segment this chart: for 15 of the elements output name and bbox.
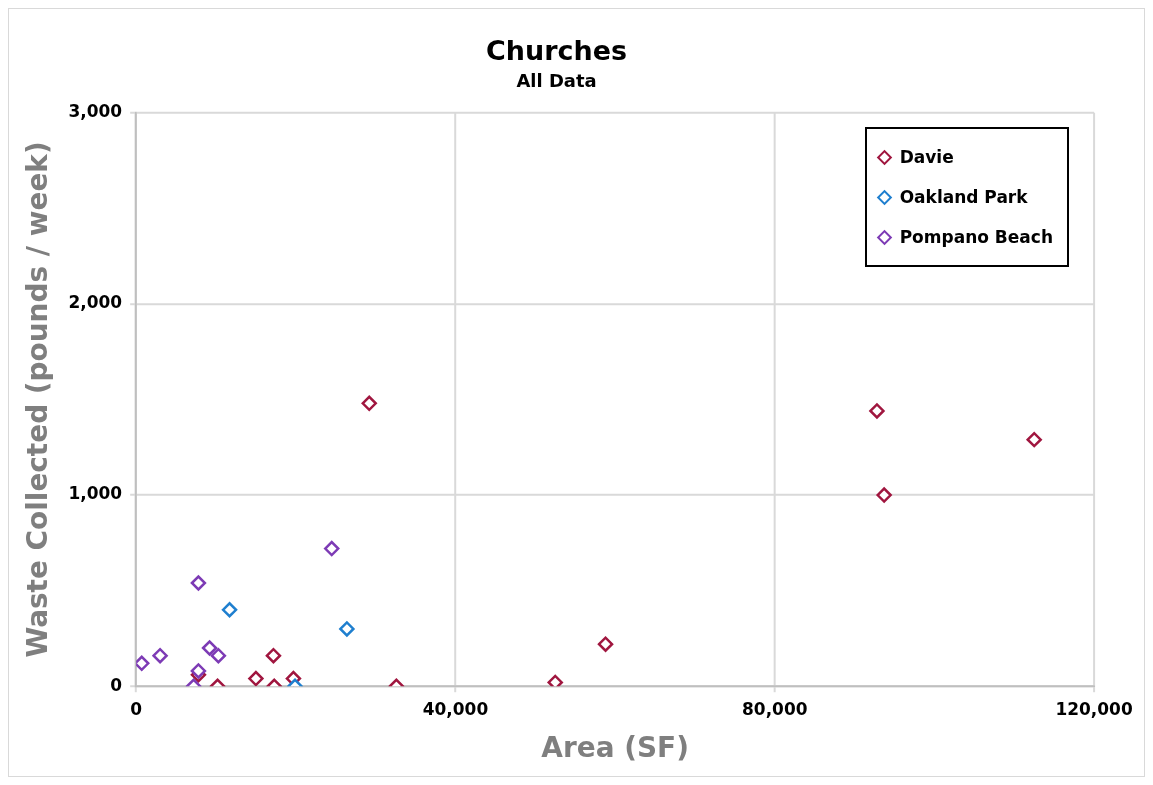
legend-label: Oakland Park <box>899 187 1028 207</box>
legend-label: Pompano Beach <box>899 227 1053 247</box>
y-tick-label: 0 <box>110 674 123 695</box>
chart-subtitle: All Data <box>516 69 597 91</box>
chart-title: Churches <box>486 35 627 67</box>
x-tick-label: 40,000 <box>422 698 489 719</box>
legend-label: Davie <box>899 147 954 167</box>
x-tick-label: 120,000 <box>1055 698 1133 719</box>
y-tick-label: 1,000 <box>68 483 123 504</box>
x-axis-title: Area (SF) <box>541 730 689 764</box>
y-tick-label: 2,000 <box>68 292 123 313</box>
y-tick-label: 3,000 <box>68 101 123 122</box>
y-axis-title: Waste Collected (pounds / week) <box>21 141 55 658</box>
x-tick-label: 0 <box>130 698 143 719</box>
x-tick-label: 80,000 <box>742 698 808 719</box>
